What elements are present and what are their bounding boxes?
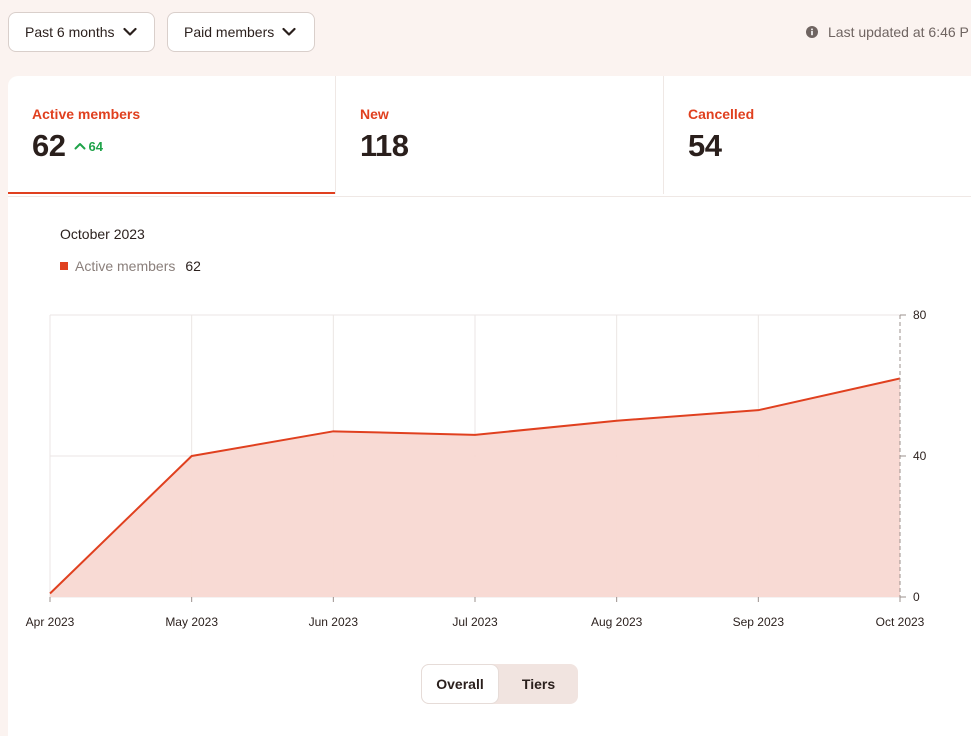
- stat-label: New: [360, 106, 389, 122]
- view-toggle: Overall Tiers: [421, 664, 578, 704]
- tab-active-members[interactable]: Active members 62 64: [8, 76, 335, 194]
- x-tick-label: Sep 2023: [733, 615, 785, 629]
- stat-delta-value: 64: [88, 138, 103, 154]
- series-line: [49, 377, 901, 595]
- series-area: [50, 378, 900, 597]
- x-tick-label: Apr 2023: [26, 615, 75, 629]
- toggle-tiers[interactable]: Tiers: [521, 676, 556, 692]
- period-dropdown[interactable]: Past 6 months: [8, 12, 155, 52]
- x-tick-label: Jul 2023: [452, 615, 498, 629]
- toggle-overall[interactable]: Overall: [421, 664, 499, 704]
- y-tick-label: 0: [913, 590, 920, 604]
- tab-cancelled[interactable]: Cancelled 54: [663, 76, 971, 194]
- stat-value: 62: [32, 128, 66, 163]
- stat-label: Cancelled: [688, 106, 755, 122]
- last-updated: Last updated at 6:46 P: [806, 24, 969, 40]
- x-tick-label: Aug 2023: [591, 615, 643, 629]
- stat-delta: 64: [74, 138, 103, 154]
- audience-dropdown-label: Paid members: [184, 24, 275, 40]
- chevron-down-icon: [122, 27, 137, 37]
- x-tick-label: May 2023: [165, 615, 218, 629]
- tooltip-date: October 2023: [60, 226, 145, 242]
- y-tick-label: 80: [913, 308, 927, 322]
- y-tick-label: 40: [913, 449, 927, 463]
- toolbar: Past 6 months Paid members Last updated …: [0, 0, 971, 64]
- x-tick-label: Oct 2023: [876, 615, 925, 629]
- legend-series-value: 62: [185, 258, 201, 274]
- stat-value: 118: [360, 128, 409, 163]
- stat-value: 54: [688, 128, 722, 163]
- stats-tabs: Active members 62 64 New 118 Cancelled 5…: [8, 76, 971, 197]
- info-icon: [806, 26, 818, 38]
- chevron-down-icon: [282, 27, 296, 37]
- period-dropdown-label: Past 6 months: [25, 24, 115, 40]
- tab-new[interactable]: New 118: [335, 76, 663, 194]
- members-chart: 0 40 80 Apr 2023 May 2023 Jun 2023 Jul 2023 Aug…: [26, 308, 927, 629]
- legend-swatch: [60, 262, 68, 270]
- stat-label: Active members: [32, 106, 141, 122]
- x-tick-label: Jun 2023: [309, 615, 359, 629]
- audience-dropdown[interactable]: Paid members: [167, 12, 315, 52]
- legend-series-name: Active members: [75, 258, 176, 274]
- arrow-up-icon: [74, 143, 86, 150]
- tooltip-legend: Active members 62: [60, 258, 201, 274]
- last-updated-text: Last updated at 6:46 P: [828, 24, 969, 40]
